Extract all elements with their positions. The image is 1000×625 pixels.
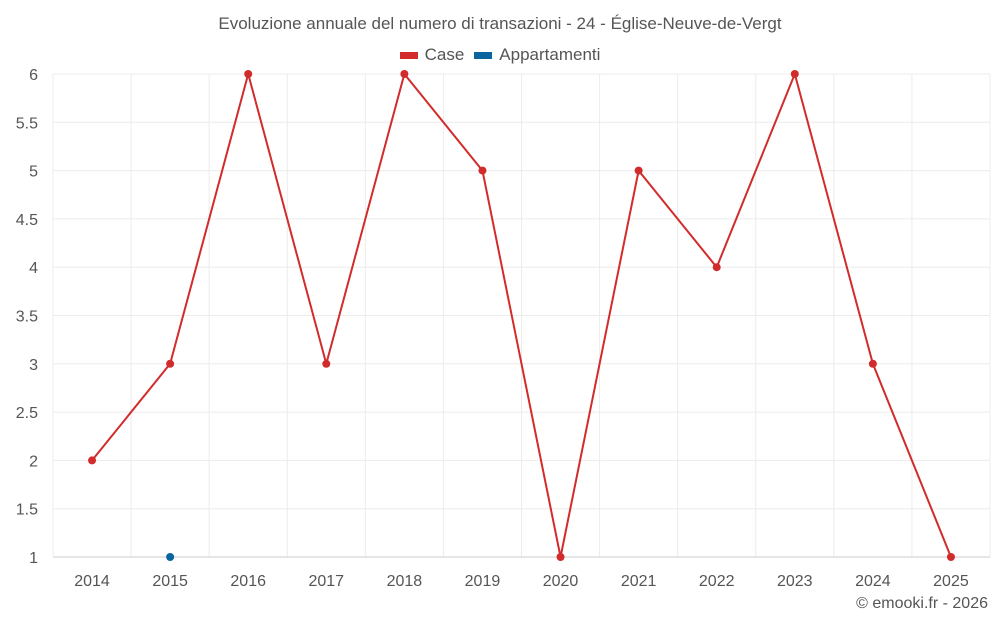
x-tick-label: 2021 bbox=[621, 573, 657, 590]
x-tick-label: 2020 bbox=[543, 573, 579, 590]
x-tick-label: 2024 bbox=[855, 573, 891, 590]
data-point-case bbox=[88, 456, 97, 465]
data-point-appartamenti bbox=[166, 553, 175, 561]
data-point-case bbox=[556, 553, 565, 561]
y-tick-label: 3 bbox=[29, 357, 38, 374]
data-point-case bbox=[400, 70, 409, 78]
y-tick-label: 2.5 bbox=[16, 405, 38, 422]
y-tick-label: 1 bbox=[29, 550, 38, 567]
x-tick-label: 2015 bbox=[152, 573, 188, 590]
x-tick-label: 2017 bbox=[308, 573, 344, 590]
legend-label-appartamenti: Appartamenti bbox=[499, 45, 601, 64]
x-tick-label: 2025 bbox=[933, 573, 969, 590]
data-point-case bbox=[634, 166, 643, 175]
legend-swatch-case bbox=[399, 51, 418, 59]
x-tick-label: 2022 bbox=[699, 573, 735, 590]
data-point-case bbox=[166, 359, 175, 368]
data-point-case bbox=[868, 359, 877, 368]
y-tick-label: 6 bbox=[29, 67, 38, 84]
legend-item-appartamenti[interactable]: Appartamenti bbox=[474, 45, 600, 65]
data-point-case bbox=[322, 359, 331, 368]
legend: Case Appartamenti bbox=[0, 45, 1000, 65]
y-tick-label: 2 bbox=[29, 453, 38, 470]
data-point-case bbox=[478, 166, 487, 175]
y-tick-label: 4.5 bbox=[16, 212, 38, 229]
data-point-case bbox=[790, 70, 799, 78]
x-tick-label: 2016 bbox=[230, 573, 266, 590]
y-tick-label: 3.5 bbox=[16, 309, 38, 326]
x-tick-label: 2019 bbox=[465, 573, 501, 590]
data-point-case bbox=[946, 553, 955, 561]
legend-item-case[interactable]: Case bbox=[399, 45, 465, 65]
x-tick-label: 2023 bbox=[777, 573, 813, 590]
credit-text: © emooki.fr - 2026 bbox=[856, 595, 988, 612]
y-tick-label: 5.5 bbox=[16, 115, 38, 132]
legend-label-case: Case bbox=[424, 45, 465, 64]
legend-swatch-appartamenti bbox=[474, 51, 493, 59]
data-point-case bbox=[712, 263, 721, 272]
x-tick-label: 2014 bbox=[74, 573, 110, 590]
y-tick-label: 4 bbox=[29, 260, 38, 277]
data-point-case bbox=[244, 70, 253, 78]
series-line-case bbox=[91, 73, 952, 558]
y-tick-label: 5 bbox=[29, 164, 38, 181]
y-tick-label: 1.5 bbox=[16, 502, 38, 519]
chart-title: Evoluzione annuale del numero di transaz… bbox=[218, 14, 782, 33]
x-tick-label: 2018 bbox=[387, 573, 423, 590]
